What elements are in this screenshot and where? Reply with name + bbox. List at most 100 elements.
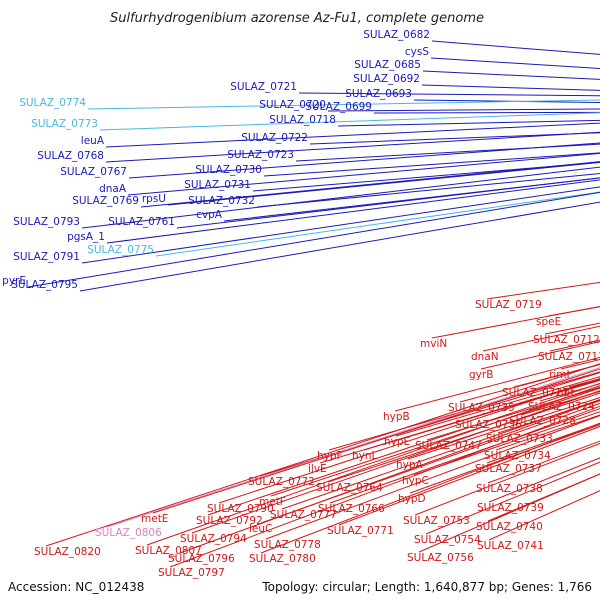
leader-line-hypb (394, 356, 600, 412)
gene-label-sulaz-0721[interactable]: SULAZ_0721 (230, 81, 297, 93)
gene-label-sulaz-0740[interactable]: SULAZ_0740 (476, 521, 543, 533)
gene-label-sulaz-0736[interactable]: SULAZ_0736 (455, 419, 522, 431)
gene-label-sulaz-0792[interactable]: SULAZ_0792 (196, 515, 263, 527)
gene-label-mvin[interactable]: mviN (420, 338, 447, 350)
gene-label-sulaz-0712[interactable]: SULAZ_0712 (533, 334, 600, 346)
gene-label-sulaz-0741[interactable]: SULAZ_0741 (477, 540, 544, 552)
gene-label-dnaa[interactable]: dnaA (99, 183, 127, 195)
gene-label-sulaz-0796[interactable]: SULAZ_0796 (168, 553, 235, 565)
gene-label-sulaz-0718[interactable]: SULAZ_0718 (269, 114, 336, 126)
gene-label-cvpa[interactable]: cvpA (196, 209, 223, 221)
leader-line-sulaz-0774 (87, 99, 600, 110)
gene-label-sulaz-0732[interactable]: SULAZ_0732 (188, 195, 255, 207)
leader-line-sulaz-0721 (298, 92, 600, 97)
leader-line-sulaz-0693 (413, 99, 600, 103)
gene-label-sulaz-0735[interactable]: SULAZ_0735 (448, 402, 515, 414)
gene-label-sulaz-0806[interactable]: SULAZ_0806 (95, 527, 162, 539)
gene-label-sulaz-0795[interactable]: SULAZ_0795 (11, 279, 78, 291)
gene-label-sulaz-0797[interactable]: SULAZ_0797 (158, 567, 225, 579)
gene-label-sulaz-0769[interactable]: SULAZ_0769 (72, 195, 139, 207)
gene-label-sulaz-0692[interactable]: SULAZ_0692 (353, 73, 420, 85)
gene-label-sulaz-0699[interactable]: SULAZ_0699 (305, 101, 372, 113)
gene-label-hypb[interactable]: hypB (383, 411, 410, 423)
gene-label-sulaz-0767[interactable]: SULAZ_0767 (60, 166, 127, 178)
gene-label-sulaz-0739[interactable]: SULAZ_0739 (477, 502, 544, 514)
leader-line-sulaz-0790 (218, 377, 600, 504)
gene-label-mete[interactable]: metE (141, 513, 168, 525)
gene-label-sulaz-0730[interactable]: SULAZ_0730 (195, 164, 262, 176)
gene-label-spee[interactable]: speE (536, 316, 561, 328)
gene-label-rpsu[interactable]: rpsU (142, 193, 166, 205)
gene-label-sulaz-0724[interactable]: SULAZ_0724 (528, 401, 595, 413)
gene-label-pgsa-1[interactable]: pgsA_1 (67, 231, 105, 243)
gene-label-hypd[interactable]: hypD (398, 493, 426, 505)
leader-line-sulaz-0767 (128, 142, 600, 179)
gene-label-sulaz-0713[interactable]: SULAZ_0713 (538, 351, 600, 363)
gene-label-sulaz-0764[interactable]: SULAZ_0764 (316, 482, 383, 494)
leader-line-sulaz-0699 (373, 111, 600, 114)
gene-label-sulaz-0756[interactable]: SULAZ_0756 (407, 552, 474, 564)
gene-label-sulaz-0693[interactable]: SULAZ_0693 (345, 88, 412, 100)
gene-label-sulaz-0775[interactable]: SULAZ_0775 (87, 244, 154, 256)
gene-label-hynl[interactable]: hynL (352, 450, 378, 462)
gene-label-sulaz-0768[interactable]: SULAZ_0768 (37, 150, 104, 162)
gene-label-sulaz-0777[interactable]: SULAZ_0777 (270, 509, 337, 521)
gene-label-hpt[interactable]: hpt (557, 387, 574, 399)
gene-label-hypa[interactable]: hypA (396, 459, 424, 471)
gene-label-sulaz-0820[interactable]: SULAZ_0820 (34, 546, 101, 558)
leader-line-sulaz-0780 (260, 422, 600, 554)
gene-label-sulaz-0778[interactable]: SULAZ_0778 (254, 539, 321, 551)
gene-label-metf[interactable]: metF (259, 496, 286, 508)
gene-label-pyre[interactable]: pyrE (2, 275, 26, 287)
gene-label-sulaz-0774[interactable]: SULAZ_0774 (19, 97, 86, 109)
gene-label-sulaz-0780[interactable]: SULAZ_0780 (249, 553, 316, 565)
leader-line-sulaz-0769 (140, 161, 600, 208)
gene-label-sulaz-0720[interactable]: SULAZ_0720 (259, 99, 326, 111)
gene-label-hype[interactable]: hypE (384, 436, 410, 448)
gene-label-sulaz-0761[interactable]: SULAZ_0761 (108, 216, 175, 228)
gene-label-hypf[interactable]: hypF (317, 450, 343, 462)
gene-label-rimi[interactable]: rimI (549, 369, 570, 381)
gene-label-sulaz-0794[interactable]: SULAZ_0794 (180, 533, 247, 545)
gene-label-sulaz-0771[interactable]: SULAZ_0771 (327, 525, 394, 537)
leader-line-rpsu (167, 161, 600, 206)
gene-label-sulaz-0731[interactable]: SULAZ_0731 (184, 179, 251, 191)
gene-label-sulaz-0737[interactable]: SULAZ_0737 (475, 463, 542, 475)
leader-line-sulaz-0685 (422, 70, 600, 80)
leader-line-hynl (363, 379, 600, 451)
leader-line-sulaz-0792 (207, 382, 600, 516)
gene-label-sulaz-0793[interactable]: SULAZ_0793 (13, 216, 80, 228)
gene-label-sulaz-0734[interactable]: SULAZ_0734 (484, 450, 551, 462)
gene-label-sulaz-0772[interactable]: SULAZ_0772 (248, 476, 315, 488)
gene-label-sulaz-0723[interactable]: SULAZ_0723 (227, 149, 294, 161)
gene-label-sulaz-0728[interactable]: SULAZ_0728 (509, 415, 576, 427)
gene-label-cyss[interactable]: cysS (405, 46, 429, 58)
gene-label-sulaz-0727[interactable]: SULAZ_0727 (502, 387, 569, 399)
gene-label-sulaz-0738[interactable]: SULAZ_0738 (476, 483, 543, 495)
gene-label-sulaz-0807[interactable]: SULAZ_0807 (135, 545, 202, 557)
gene-label-sulaz-0753[interactable]: SULAZ_0753 (403, 515, 470, 527)
gene-label-sulaz-0733[interactable]: SULAZ_0733 (486, 433, 553, 445)
leader-line-sulaz-0820 (45, 363, 600, 547)
gene-label-hypc[interactable]: hypC (402, 475, 429, 487)
leader-line-sulaz-0778 (265, 415, 600, 540)
gene-label-gyrb[interactable]: gyrB (469, 369, 493, 381)
gene-label-sulaz-0754[interactable]: SULAZ_0754 (414, 534, 481, 546)
gene-label-ilve[interactable]: ilvE (308, 463, 327, 475)
gene-label-sulaz-0719[interactable]: SULAZ_0719 (475, 299, 542, 311)
gene-label-sulaz-0747[interactable]: SULAZ_0747 (415, 440, 482, 452)
gene-label-sulaz-0790[interactable]: SULAZ_0790 (207, 503, 274, 515)
gene-label-sulaz-0722[interactable]: SULAZ_0722 (241, 132, 308, 144)
gene-label-sulaz-0766[interactable]: SULAZ_0766 (318, 503, 385, 515)
gene-label-sulaz-0682[interactable]: SULAZ_0682 (363, 29, 430, 41)
gene-label-dnan[interactable]: dnaN (471, 351, 499, 363)
gene-label-leuc[interactable]: leuC (249, 523, 272, 535)
gene-label-sulaz-0685[interactable]: SULAZ_0685 (354, 59, 421, 71)
gene-label-sulaz-0791[interactable]: SULAZ_0791 (13, 251, 80, 263)
gene-label-sulaz-0773[interactable]: SULAZ_0773 (31, 118, 98, 130)
leader-line-sulaz-0794 (191, 390, 600, 534)
leader-line-sulaz-0730 (263, 152, 600, 177)
gene-label-leua[interactable]: leuA (81, 135, 105, 147)
